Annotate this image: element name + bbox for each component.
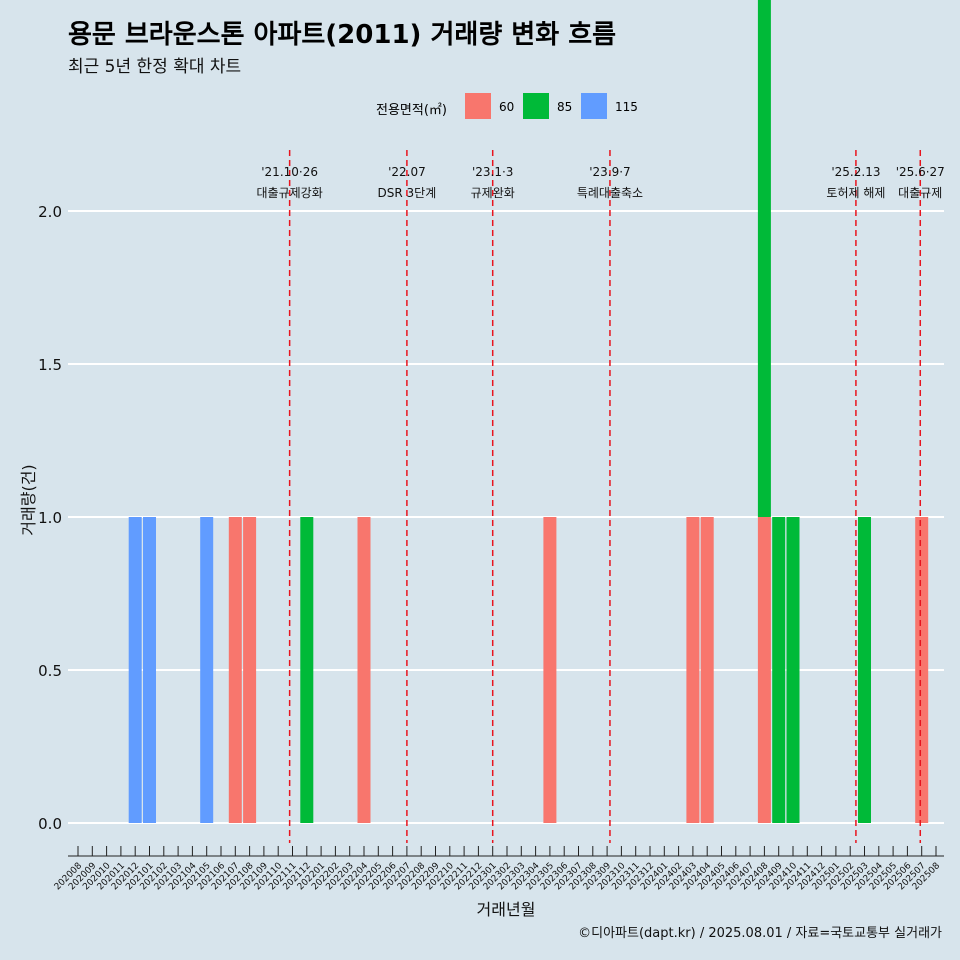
x-axis-title: 거래년월 bbox=[477, 900, 536, 919]
legend: 전용면적(㎡) 60 85 115 bbox=[0, 92, 960, 122]
bar-115-202101 bbox=[143, 517, 156, 823]
event-name-label: 토허제 해제 bbox=[826, 186, 885, 200]
y-axis-title: 거래량(건) bbox=[19, 464, 38, 535]
event-date-label: '25.2.13 bbox=[831, 165, 880, 179]
chart-title: 용문 브라운스톤 아파트(2011) 거래량 변화 흐름 bbox=[68, 20, 617, 50]
chart-subtitle: 최근 5년 한정 확대 차트 bbox=[68, 57, 242, 77]
event-name-label: 규제완화 bbox=[471, 186, 515, 200]
bar-60-202408 bbox=[757, 517, 771, 823]
y-tick-label: 1.5 bbox=[38, 356, 62, 374]
event-date-label: '21.10·26 bbox=[261, 165, 318, 179]
bar-115-202012 bbox=[128, 517, 142, 823]
bar-60-202204 bbox=[357, 517, 371, 823]
event-date-label: '22.07 bbox=[388, 165, 426, 179]
bar-85-202410 bbox=[786, 517, 800, 823]
legend-swatch-85 bbox=[523, 93, 549, 119]
y-tick-label: 0.0 bbox=[38, 815, 62, 833]
bar-115-202105 bbox=[200, 517, 214, 823]
legend-swatch-60 bbox=[465, 93, 491, 119]
y-tick-label: 0.5 bbox=[38, 662, 62, 680]
event-name-label: 특례대출축소 bbox=[577, 186, 643, 200]
legend-swatch-115 bbox=[581, 93, 607, 119]
bar-85-202112 bbox=[300, 517, 314, 823]
bar-60-202403 bbox=[686, 517, 700, 823]
event-date-label: '25.6·27 bbox=[896, 165, 945, 179]
bar-60-202507 bbox=[915, 517, 929, 823]
y-tick-label: 1.0 bbox=[38, 509, 62, 527]
bar-85-202409 bbox=[772, 517, 786, 823]
event-date-label: '23.9·7 bbox=[589, 165, 630, 179]
legend-label-115: 115 bbox=[615, 100, 638, 114]
event-name-label: DSR 3단계 bbox=[378, 186, 437, 200]
bar-60-202107 bbox=[228, 517, 242, 823]
event-name-label: 대출규제 bbox=[898, 186, 942, 200]
bar-60-202404 bbox=[700, 517, 714, 823]
legend-label-85: 85 bbox=[557, 100, 573, 114]
y-tick-label: 2.0 bbox=[38, 203, 62, 221]
caption: ©디아파트(dapt.kr) / 2025.08.01 / 자료=국토교통부 실… bbox=[578, 926, 942, 941]
bar-60-202305 bbox=[543, 517, 557, 823]
bar-60-202108 bbox=[243, 517, 257, 823]
legend-title: 전용면적(㎡) bbox=[376, 103, 447, 118]
legend-label-60: 60 bbox=[499, 100, 515, 114]
bar-85-202503 bbox=[858, 517, 871, 823]
event-date-label: '23.1·3 bbox=[472, 165, 513, 179]
event-name-label: 대출규제강화 bbox=[257, 186, 323, 200]
bar-85-202408 bbox=[757, 0, 771, 517]
